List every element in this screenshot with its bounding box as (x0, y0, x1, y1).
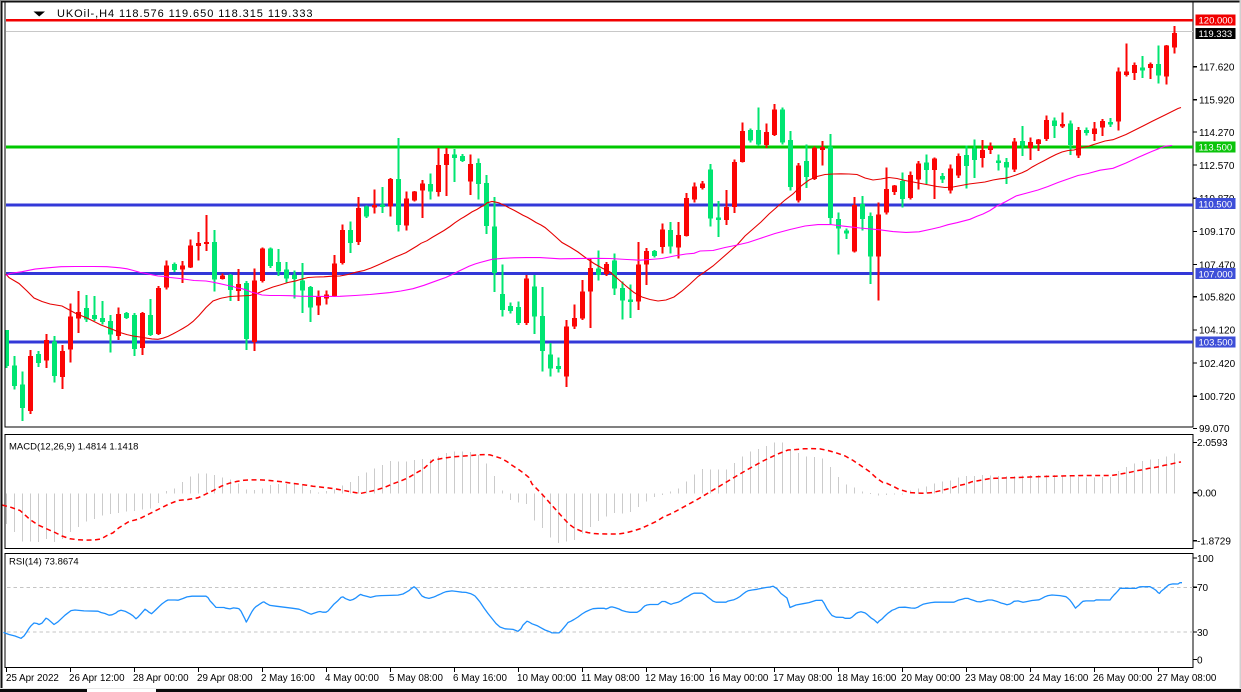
svg-text:RSI(14) 73.8674: RSI(14) 73.8674 (9, 557, 79, 568)
svg-text:27 May 08:00: 27 May 08:00 (1157, 673, 1217, 684)
svg-text:23 May 08:00: 23 May 08:00 (965, 673, 1025, 684)
svg-text:12 May 16:00: 12 May 16:00 (645, 673, 705, 684)
svg-text:99.070: 99.070 (1199, 424, 1230, 435)
svg-text:113.500: 113.500 (1199, 143, 1233, 154)
svg-text:102.420: 102.420 (1199, 359, 1236, 370)
svg-text:20 May 00:00: 20 May 00:00 (901, 673, 961, 684)
svg-text:120.000: 120.000 (1199, 16, 1233, 27)
svg-text:UKOil-,H4 118.576 119.650 118: UKOil-,H4 118.576 119.650 118.315 119.33… (57, 8, 313, 20)
svg-text:104.120: 104.120 (1199, 326, 1236, 337)
svg-text:100.720: 100.720 (1199, 392, 1236, 403)
svg-text:4 May 00:00: 4 May 00:00 (325, 673, 379, 684)
svg-text:0: 0 (1197, 655, 1203, 666)
svg-text:26 May 00:00: 26 May 00:00 (1093, 673, 1153, 684)
svg-text:30: 30 (1197, 628, 1209, 639)
svg-text:MACD(12,26,9) 1.4814 1.1418: MACD(12,26,9) 1.4814 1.1418 (9, 442, 138, 453)
svg-text:0.00: 0.00 (1197, 489, 1217, 500)
svg-text:105.820: 105.820 (1199, 293, 1236, 304)
svg-text:6 May 16:00: 6 May 16:00 (453, 673, 507, 684)
svg-text:117.620: 117.620 (1199, 63, 1235, 74)
svg-text:100: 100 (1197, 554, 1214, 565)
svg-text:109.170: 109.170 (1199, 227, 1236, 238)
svg-text:2 May 16:00: 2 May 16:00 (261, 673, 315, 684)
svg-text:-1.8729: -1.8729 (1197, 537, 1231, 548)
svg-text:11 May 08:00: 11 May 08:00 (581, 673, 640, 684)
svg-text:16 May 00:00: 16 May 00:00 (709, 673, 769, 684)
svg-text:26 Apr 12:00: 26 Apr 12:00 (69, 673, 125, 684)
svg-text:17 May 08:00: 17 May 08:00 (773, 673, 833, 684)
svg-text:115.920: 115.920 (1199, 96, 1235, 107)
svg-text:107.470: 107.470 (1199, 260, 1236, 271)
svg-text:24 May 16:00: 24 May 16:00 (1029, 673, 1089, 684)
svg-text:119.333: 119.333 (1199, 29, 1233, 40)
svg-text:28 Apr 00:00: 28 Apr 00:00 (133, 673, 189, 684)
svg-text:112.570: 112.570 (1199, 161, 1235, 172)
svg-text:10 May 00:00: 10 May 00:00 (517, 673, 577, 684)
svg-text:29 Apr 08:00: 29 Apr 08:00 (197, 673, 253, 684)
svg-text:5 May 08:00: 5 May 08:00 (389, 673, 443, 684)
svg-text:110.500: 110.500 (1199, 199, 1233, 210)
svg-text:2.0593: 2.0593 (1197, 438, 1228, 449)
svg-text:18 May 16:00: 18 May 16:00 (837, 673, 897, 684)
svg-text:70: 70 (1197, 583, 1209, 594)
svg-text:25 Apr 2022: 25 Apr 2022 (6, 673, 59, 684)
svg-text:103.500: 103.500 (1199, 338, 1233, 349)
svg-text:107.000: 107.000 (1199, 269, 1233, 280)
svg-text:114.270: 114.270 (1199, 128, 1235, 139)
